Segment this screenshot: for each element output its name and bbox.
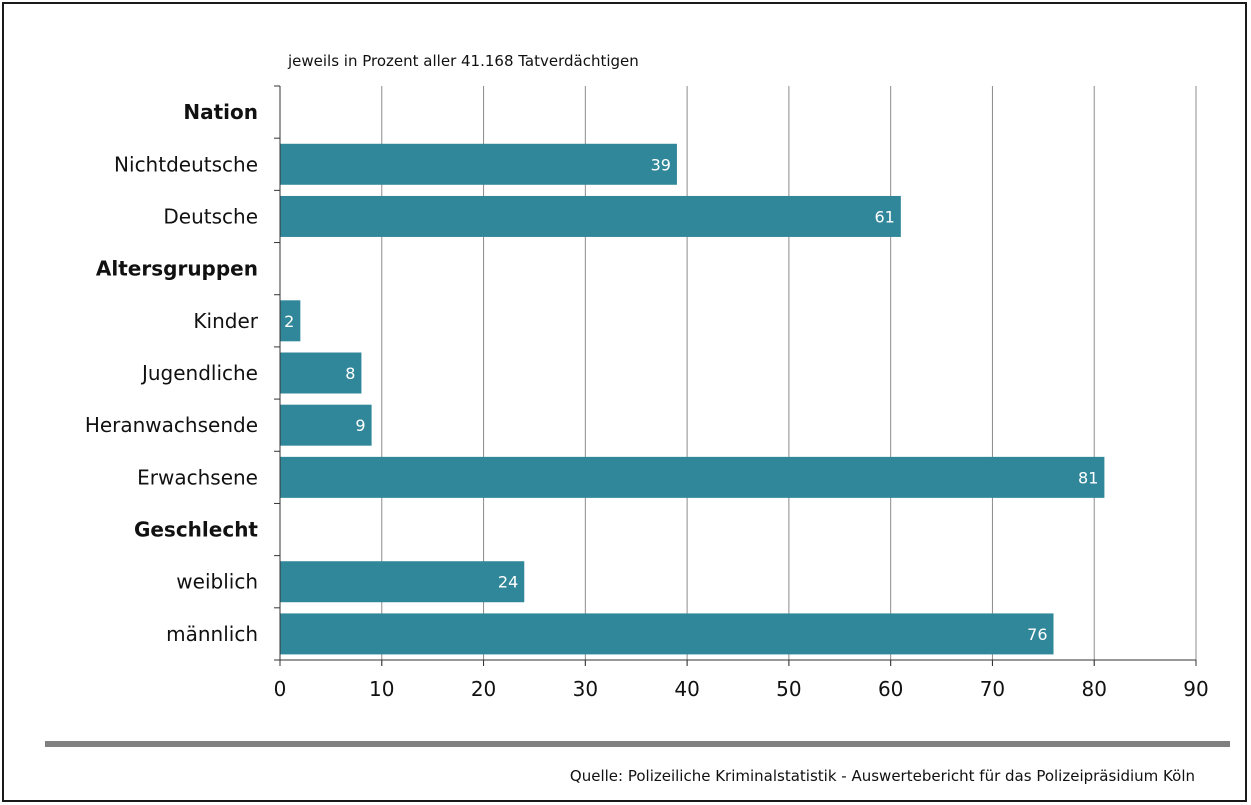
bars: 39 61 2 8 9 81 24 76 — [280, 143, 1105, 655]
bar-value-label: 61 — [874, 207, 894, 226]
x-tick-label: 0 — [274, 677, 287, 701]
chart-subtitle: jeweils in Prozent aller 41.168 Tatverdä… — [287, 52, 639, 70]
bar-value-label: 76 — [1027, 625, 1047, 644]
bar — [280, 561, 525, 603]
bar — [280, 404, 372, 446]
category-label: Jugendliche — [140, 361, 258, 385]
bar-value-label: 39 — [651, 155, 671, 174]
group-label: Nation — [183, 100, 258, 124]
category-labels: Nation Nichtdeutsche Deutsche Altersgruppen… — [85, 100, 259, 646]
bar — [280, 456, 1105, 498]
source-note: Quelle: Polizeiliche Kriminalstatistik -… — [570, 767, 1195, 785]
x-tick-label: 10 — [369, 677, 394, 701]
x-tick-label: 50 — [776, 677, 801, 701]
group-label: Altersgruppen — [96, 257, 258, 281]
bar — [280, 352, 362, 394]
category-label: weiblich — [176, 570, 258, 594]
x-tick-label: 80 — [1081, 677, 1106, 701]
bar — [280, 195, 901, 237]
x-tick-label: 30 — [573, 677, 598, 701]
bar — [280, 143, 677, 185]
group-label: Geschlecht — [134, 518, 258, 542]
axes: 0 10 20 30 40 50 60 70 80 90 — [274, 85, 1209, 701]
bar-value-label: 24 — [498, 573, 518, 592]
x-tick-label: 20 — [471, 677, 496, 701]
x-tick-label: 40 — [674, 677, 699, 701]
bar-value-label: 9 — [355, 416, 365, 435]
bar — [280, 300, 301, 342]
category-label: Deutsche — [163, 204, 258, 228]
bar-value-label: 2 — [284, 312, 294, 331]
category-label: Kinder — [193, 309, 258, 333]
category-label: Nichtdeutsche — [114, 152, 258, 176]
bar-value-label: 81 — [1078, 468, 1098, 487]
category-label: männlich — [166, 622, 258, 646]
x-tick-label: 70 — [980, 677, 1005, 701]
category-label: Heranwachsende — [85, 413, 258, 437]
separator-bar — [45, 741, 1230, 747]
bar-value-label: 8 — [345, 364, 355, 383]
category-label: Erwachsene — [137, 465, 258, 489]
x-tick-label: 90 — [1183, 677, 1208, 701]
x-tick-label: 60 — [878, 677, 903, 701]
bar — [280, 613, 1054, 655]
